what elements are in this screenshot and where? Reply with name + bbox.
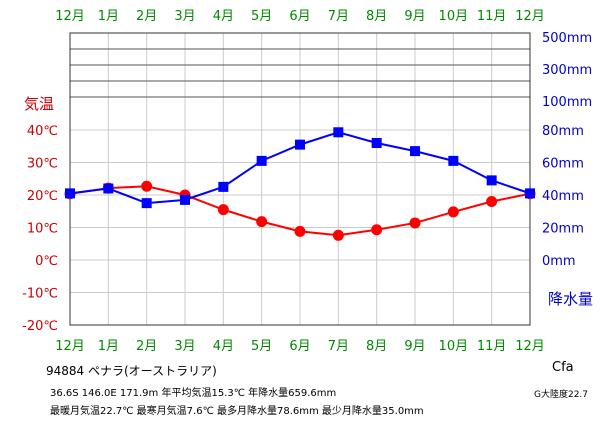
month-label-top: 7月 xyxy=(328,9,349,24)
precipitation-point xyxy=(371,138,382,148)
temperature-tick-label: 20℃ xyxy=(27,189,58,204)
plot-border xyxy=(69,32,531,326)
temperature-point xyxy=(409,217,421,229)
month-label-top: 6月 xyxy=(289,9,310,24)
series-layer xyxy=(64,127,536,241)
month-label-top: 9月 xyxy=(404,9,425,24)
temperature-tick-label: -10℃ xyxy=(22,287,58,302)
chart-grid xyxy=(69,33,531,325)
precipitation-axis-ticks: 500mm 300mm 100mm 80mm 60mm 40mm 20mm 0mm xyxy=(542,31,592,269)
continentality-index: G大陸度22.7 xyxy=(534,390,589,400)
month-label-bottom: 6月 xyxy=(289,339,310,354)
month-label-bottom: 7月 xyxy=(328,339,349,354)
precipitation-point xyxy=(410,146,420,157)
month-label-top: 12月 xyxy=(55,9,85,24)
precipitation-tick-label: 20mm xyxy=(542,222,584,237)
temperature-axis-ticks: 40℃ 30℃ 20℃ 10℃ 0℃ -10℃ -20℃ xyxy=(22,124,58,334)
precipitation-tick-label: 40mm xyxy=(542,189,584,204)
precipitation-point xyxy=(256,155,267,166)
precipitation-point xyxy=(448,155,459,166)
month-label-bottom: 4月 xyxy=(213,339,234,354)
month-label-bottom: 12月 xyxy=(515,339,545,354)
month-label-top: 10月 xyxy=(439,9,469,24)
precipitation-tick-label: 60mm xyxy=(542,157,584,172)
month-label-top: 4月 xyxy=(213,9,234,24)
month-label-top: 5月 xyxy=(251,9,272,24)
month-label-top: 8月 xyxy=(366,9,387,24)
month-label-bottom: 5月 xyxy=(251,339,272,354)
precipitation-point xyxy=(65,188,75,199)
temperature-tick-label: 10℃ xyxy=(27,222,58,237)
station-stats-line2: 最暖月気温22.7℃ 最寒月気温7.6℃ 最多月降水量78.6mm 最少月降水量… xyxy=(50,406,424,417)
temperature-point xyxy=(256,216,268,228)
temperature-point xyxy=(447,206,459,218)
precipitation-point xyxy=(218,181,229,192)
temperature-axis-label: 気温 xyxy=(24,95,54,113)
temperature-point xyxy=(217,204,229,216)
temperature-tick-label: -20℃ xyxy=(22,319,58,334)
month-label-top: 2月 xyxy=(136,9,157,24)
month-label-bottom: 12月 xyxy=(55,339,85,354)
precipitation-point xyxy=(333,127,344,138)
temperature-point xyxy=(141,180,153,192)
month-label-bottom: 2月 xyxy=(136,339,157,354)
month-label-bottom: 9月 xyxy=(404,339,425,354)
bottom-month-labels: 12月 1月 2月 3月 4月 5月 6月 7月 8月 9月 10月 11月 12月 xyxy=(55,339,545,354)
precipitation-tick-label: 500mm xyxy=(542,31,592,46)
month-label-top: 12月 xyxy=(515,9,545,24)
temperature-point xyxy=(371,224,383,236)
top-month-labels: 12月 1月 2月 3月 4月 5月 6月 7月 8月 9月 10月 11月 12月 xyxy=(55,9,545,24)
precipitation-point xyxy=(486,175,497,186)
precipitation-point xyxy=(180,194,190,205)
temperature-point xyxy=(294,225,306,237)
month-label-bottom: 1月 xyxy=(98,339,119,354)
precipitation-tick-label: 80mm xyxy=(542,124,584,139)
precipitation-tick-label: 100mm xyxy=(542,95,592,110)
month-label-top: 3月 xyxy=(174,9,195,24)
precipitation-tick-label: 300mm xyxy=(542,63,592,78)
temperature-tick-label: 30℃ xyxy=(27,157,58,172)
precipitation-point xyxy=(103,183,114,194)
temperature-tick-label: 40℃ xyxy=(27,124,58,139)
climate-class: Cfa xyxy=(552,360,574,375)
month-label-bottom: 11月 xyxy=(477,339,507,354)
month-label-bottom: 10月 xyxy=(439,339,469,354)
month-label-top: 1月 xyxy=(98,9,119,24)
temperature-point xyxy=(486,196,498,207)
month-label-bottom: 3月 xyxy=(174,339,195,354)
station-name: 94884 ペナラ(オーストラリア) xyxy=(46,364,217,378)
temperature-point xyxy=(332,229,344,241)
precipitation-point xyxy=(525,188,535,199)
precipitation-point xyxy=(295,139,305,150)
precipitation-tick-label: 0mm xyxy=(542,254,576,269)
plot-frame xyxy=(69,32,531,326)
month-label-bottom: 8月 xyxy=(366,339,387,354)
precipitation-point xyxy=(141,198,152,209)
station-stats-line1: 36.6S 146.0E 171.9m 年平均気温15.3℃ 年降水量659.6… xyxy=(50,388,337,399)
month-label-top: 11月 xyxy=(477,9,507,24)
precipitation-axis-label: 降水量 xyxy=(548,290,593,308)
temperature-tick-label: 0℃ xyxy=(35,254,58,269)
